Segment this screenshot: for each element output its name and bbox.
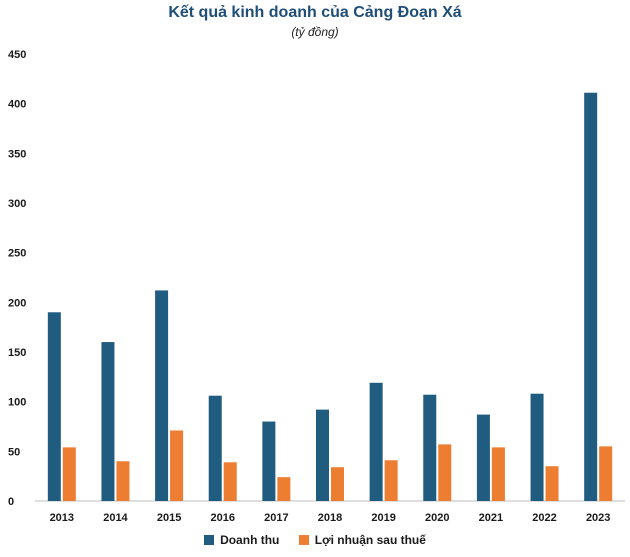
y-tick-label: 150 bbox=[8, 347, 26, 359]
legend-item-doanh-thu: Doanh thu bbox=[204, 533, 279, 547]
x-tick-label: 2013 bbox=[50, 512, 74, 524]
y-tick-label: 0 bbox=[8, 496, 14, 508]
bar-loi-nhuan-2019 bbox=[384, 460, 398, 501]
y-tick-label: 400 bbox=[8, 99, 26, 111]
bar-loi-nhuan-2022 bbox=[545, 466, 559, 501]
bar-doanh-thu-2022 bbox=[530, 393, 544, 501]
legend-swatch-doanh-thu bbox=[204, 535, 215, 545]
x-tick-label: 2014 bbox=[103, 512, 128, 524]
legend-label-loi-nhuan: Lợi nhuận sau thuế bbox=[314, 533, 426, 547]
legend: Doanh thu Lợi nhuận sau thuế bbox=[0, 533, 630, 548]
chart-title: Kết quả kinh doanh của Cảng Đoạn Xá bbox=[168, 4, 462, 21]
x-tick-label: 2020 bbox=[425, 512, 449, 524]
x-tick-label: 2023 bbox=[586, 512, 610, 524]
x-tick-label: 2016 bbox=[210, 512, 234, 524]
y-tick-label: 200 bbox=[8, 297, 26, 309]
bar-loi-nhuan-2020 bbox=[438, 444, 452, 501]
y-tick-label: 250 bbox=[8, 248, 26, 260]
legend-swatch-loi-nhuan bbox=[298, 535, 309, 545]
bar-loi-nhuan-2013 bbox=[62, 447, 76, 501]
x-tick-label: 2015 bbox=[157, 512, 181, 524]
y-tick-label: 450 bbox=[8, 49, 26, 61]
x-tick-label: 2022 bbox=[532, 512, 556, 524]
bar-loi-nhuan-2023 bbox=[599, 446, 613, 501]
bar-doanh-thu-2016 bbox=[208, 395, 222, 501]
bar-loi-nhuan-2015 bbox=[170, 430, 184, 501]
bar-doanh-thu-2020 bbox=[423, 394, 437, 501]
y-tick-label: 50 bbox=[8, 446, 20, 458]
y-tick-label: 100 bbox=[8, 397, 26, 409]
bar-doanh-thu-2014 bbox=[101, 342, 115, 501]
bar-doanh-thu-2019 bbox=[369, 382, 383, 501]
x-tick-label: 2018 bbox=[318, 512, 342, 524]
bar-doanh-thu-2018 bbox=[316, 409, 329, 501]
y-tick-label: 350 bbox=[8, 148, 26, 160]
bar-loi-nhuan-2016 bbox=[223, 462, 237, 501]
bar-doanh-thu-2017 bbox=[262, 421, 276, 501]
chart-subtitle: (tỷ đồng) bbox=[291, 25, 339, 39]
bar-loi-nhuan-2021 bbox=[491, 447, 505, 501]
bar-doanh-thu-2015 bbox=[155, 290, 169, 501]
x-tick-label: 2019 bbox=[371, 512, 395, 524]
y-tick-label: 300 bbox=[8, 198, 26, 210]
bar-loi-nhuan-2017 bbox=[277, 477, 291, 501]
bar-loi-nhuan-2014 bbox=[116, 461, 130, 501]
legend-label-doanh-thu: Doanh thu bbox=[220, 533, 280, 547]
bar-doanh-thu-2023 bbox=[584, 92, 598, 502]
bar-doanh-thu-2021 bbox=[476, 414, 490, 501]
x-tick-label: 2021 bbox=[479, 512, 503, 524]
bar-doanh-thu-2013 bbox=[47, 312, 61, 501]
bar-loi-nhuan-2018 bbox=[331, 467, 344, 501]
legend-item-loi-nhuan: Lợi nhuận sau thuế bbox=[298, 533, 426, 547]
x-tick-label: 2017 bbox=[264, 512, 288, 524]
